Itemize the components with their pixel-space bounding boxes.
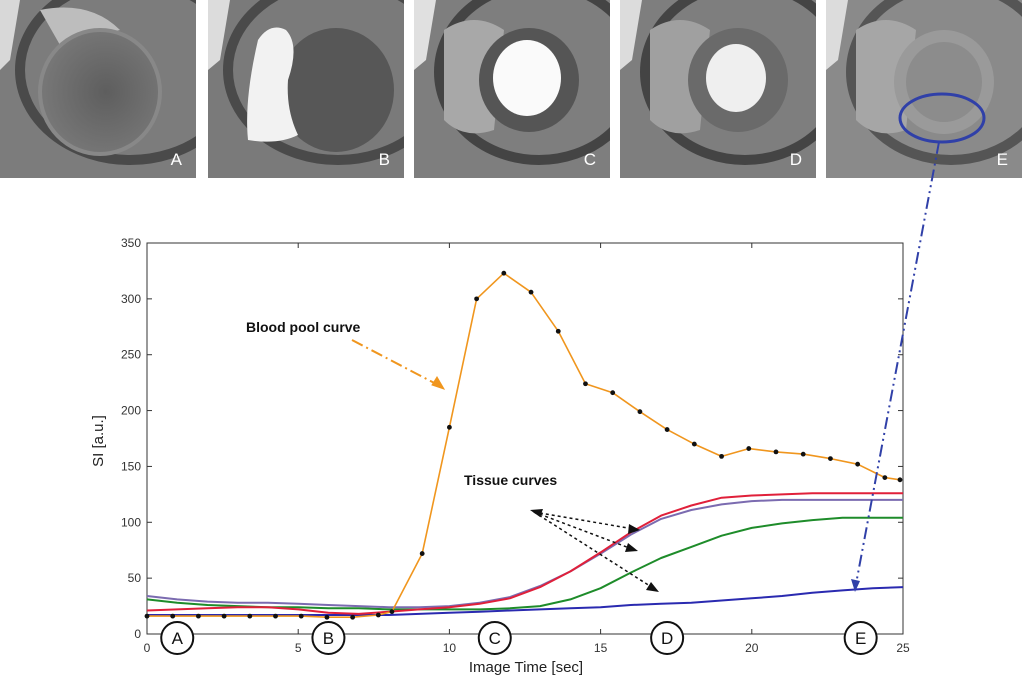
tissue-arrows <box>530 509 659 592</box>
x-tick-label: 15 <box>594 641 608 655</box>
data-point <box>664 427 670 432</box>
data-point <box>773 449 779 455</box>
data-point <box>897 477 903 483</box>
frame-label: B <box>378 150 390 169</box>
mri-image-e <box>826 0 1022 178</box>
data-point <box>247 613 253 619</box>
series-line-blue <box>147 586 904 616</box>
chart-axes: 0 50 100 150 200 250 300 350 0 5 10 15 20 25 <box>121 236 910 655</box>
timepoint-marker-b: B <box>311 621 346 655</box>
data-point <box>419 551 425 556</box>
data-point <box>474 296 480 302</box>
x-tick-label: 25 <box>896 641 910 655</box>
mri-frame-b: B <box>208 0 404 178</box>
x-tick-label: 10 <box>443 641 457 655</box>
mri-image-d <box>620 0 816 178</box>
timepoint-marker-d: D <box>650 621 685 655</box>
timepoint-marker-c: C <box>477 621 512 655</box>
series-line-red <box>146 492 903 615</box>
timepoint-label: E <box>855 629 866 648</box>
mri-frame-a: A <box>0 0 196 178</box>
y-tick-label: 200 <box>121 404 141 418</box>
mri-frame-strip: A B C D <box>0 0 1022 180</box>
x-tick-label: 0 <box>144 641 151 655</box>
chart-series <box>144 270 904 620</box>
timepoint-label: D <box>661 629 673 648</box>
mri-frame-c: C <box>414 0 610 178</box>
frame-e-roi <box>851 92 986 592</box>
data-point <box>719 453 724 459</box>
series-line-purple <box>146 498 903 609</box>
timepoint-marker-e: E <box>843 621 878 655</box>
data-point <box>528 289 534 295</box>
y-axis-label: SI [a.u.] <box>90 415 107 467</box>
y-tick-label: 350 <box>121 236 141 250</box>
y-tick-label: 0 <box>134 627 141 641</box>
data-point <box>882 475 888 480</box>
timepoint-label: C <box>489 629 501 648</box>
data-point <box>828 456 833 462</box>
data-point <box>170 613 176 619</box>
timepoint-marker-a: A <box>160 621 195 655</box>
blood-pool-arrow <box>351 339 446 390</box>
data-point <box>375 612 381 618</box>
y-tick-label: 100 <box>121 515 141 529</box>
data-point <box>350 614 356 620</box>
data-point <box>691 441 697 447</box>
timepoint-label: B <box>323 629 334 648</box>
mri-frame-d: D <box>620 0 816 178</box>
data-point <box>221 613 227 619</box>
x-axis-label: Image Time [sec] <box>469 659 583 676</box>
timepoint-circle <box>311 621 346 655</box>
data-point <box>800 451 806 457</box>
series-line-blood <box>147 272 901 619</box>
data-point <box>298 613 304 619</box>
data-point <box>389 609 395 615</box>
timepoint-circle <box>160 621 195 655</box>
data-point <box>196 613 201 619</box>
y-tick-label: 50 <box>128 571 142 585</box>
timepoint-circle <box>477 621 512 655</box>
y-tick-label: 250 <box>121 348 141 362</box>
mri-image-a <box>0 0 196 178</box>
x-tick-label: 20 <box>745 641 759 655</box>
frame-label: A <box>170 150 182 169</box>
blood-pool-annotation: Blood pool curve <box>246 319 361 335</box>
mri-frame-e: E <box>826 0 1022 178</box>
data-point <box>637 409 643 415</box>
data-point <box>447 424 452 430</box>
data-point <box>583 381 588 387</box>
data-point <box>855 461 861 467</box>
data-point <box>324 614 330 620</box>
data-point <box>144 613 150 619</box>
data-point <box>746 446 752 451</box>
timepoint-markers: A B C D E <box>160 621 878 655</box>
data-point <box>501 270 507 276</box>
y-tick-label: 300 <box>121 292 141 306</box>
tissue-curves-annotation: Tissue curves <box>464 472 557 488</box>
timepoint-circle <box>650 621 685 655</box>
mri-image-b <box>208 0 404 178</box>
plot-frame <box>146 242 904 635</box>
data-point <box>610 390 616 396</box>
x-tick-label: 5 <box>295 641 302 655</box>
data-point <box>273 613 278 619</box>
frame-label: E <box>996 150 1008 169</box>
mri-image-c <box>414 0 610 178</box>
data-point <box>555 328 561 334</box>
timepoint-label: A <box>172 629 184 648</box>
timepoint-circle <box>843 621 878 655</box>
frame-label: C <box>583 150 596 169</box>
frame-label: D <box>789 150 802 169</box>
y-tick-label: 150 <box>121 459 141 473</box>
